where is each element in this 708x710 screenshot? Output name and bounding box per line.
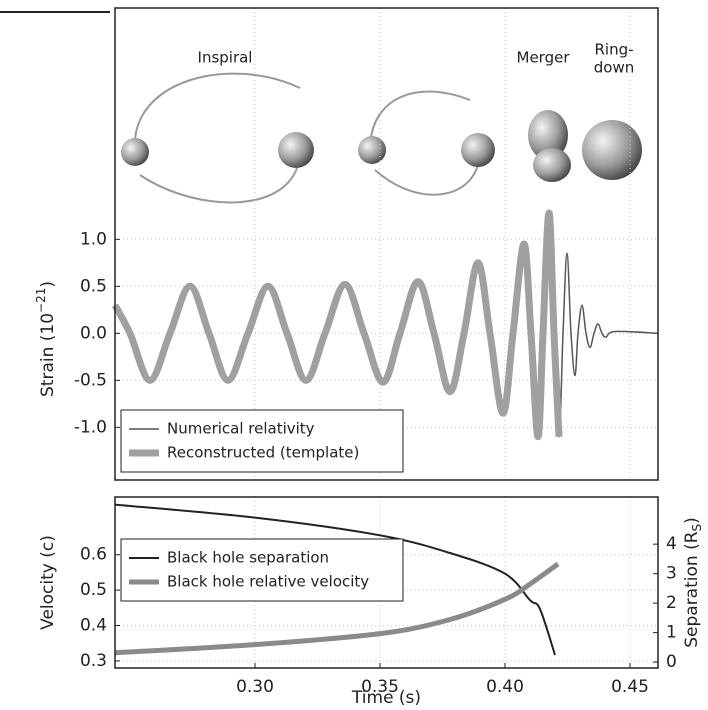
annotation: Merger	[517, 49, 571, 67]
label-part: Strain (10	[38, 313, 58, 397]
label-part: −21	[34, 288, 48, 313]
black-hole	[358, 136, 386, 164]
label-part: )	[682, 517, 702, 524]
legend-box	[120, 538, 404, 602]
orbit	[133, 72, 301, 151]
y-tick-label: 0.4	[80, 616, 107, 636]
y-tick-label: -1.0	[74, 417, 107, 437]
annotation: down	[594, 59, 634, 77]
x-tick-label: 0.30	[236, 677, 274, 697]
axis-label: Velocity (c)	[38, 535, 58, 630]
legend-label: Numerical relativity	[167, 420, 315, 438]
y-tick-label: 0.5	[80, 580, 107, 600]
x-tick-label: 0.40	[486, 677, 524, 697]
orbit	[139, 149, 301, 204]
y-tick-label: -0.5	[74, 370, 107, 390]
y2-tick-label: 1	[666, 623, 677, 643]
y2-tick-label: 2	[666, 593, 677, 613]
axis-label: Strain (10−21)	[34, 281, 59, 397]
final-hole	[582, 120, 642, 180]
label-part: )	[38, 281, 58, 288]
axis-label: Separation (RS)	[682, 517, 704, 648]
series-line	[114, 561, 560, 656]
series-line	[114, 212, 659, 438]
legend-label: Black hole separation	[167, 549, 329, 567]
y2-tick-label: 3	[666, 564, 677, 584]
illustration	[121, 72, 642, 204]
series-line	[114, 503, 556, 656]
black-hole	[461, 133, 495, 167]
y-tick-label: 0.5	[80, 276, 107, 296]
label-part: Velocity (c)	[38, 535, 58, 630]
y2-tick-label: 0	[666, 652, 677, 672]
x-tick-label: 0.45	[611, 677, 649, 697]
merging-hole	[533, 148, 571, 182]
label-part: Separation (R	[682, 531, 702, 647]
y-tick-label: 0.0	[80, 323, 107, 343]
legend-label: Black hole relative velocity	[167, 573, 369, 591]
plot-frame	[114, 7, 659, 481]
y-tick-label: 0.3	[80, 651, 107, 671]
legend-box	[120, 409, 404, 473]
label-part: S	[690, 524, 704, 532]
orbit	[369, 90, 471, 151]
x-axis-label: Time (s)	[351, 688, 421, 708]
y-tick-label: 0.6	[80, 545, 107, 565]
annotation: Inspiral	[198, 49, 253, 67]
y2-tick-label: 4	[666, 534, 677, 554]
x-tick-label: 0.35	[361, 677, 399, 697]
annotation: Ring-	[594, 41, 633, 59]
plot-frame	[114, 496, 659, 669]
series-line	[111, 209, 563, 441]
merging-hole	[528, 110, 568, 160]
legend-label: Reconstructed (template)	[167, 444, 359, 462]
black-hole	[121, 138, 149, 166]
y-tick-label: 1.0	[80, 229, 107, 249]
black-hole	[278, 132, 314, 168]
